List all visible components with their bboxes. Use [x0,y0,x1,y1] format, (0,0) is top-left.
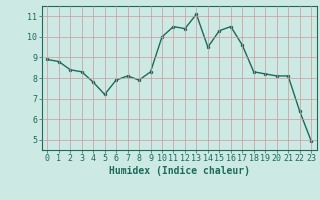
X-axis label: Humidex (Indice chaleur): Humidex (Indice chaleur) [109,166,250,176]
